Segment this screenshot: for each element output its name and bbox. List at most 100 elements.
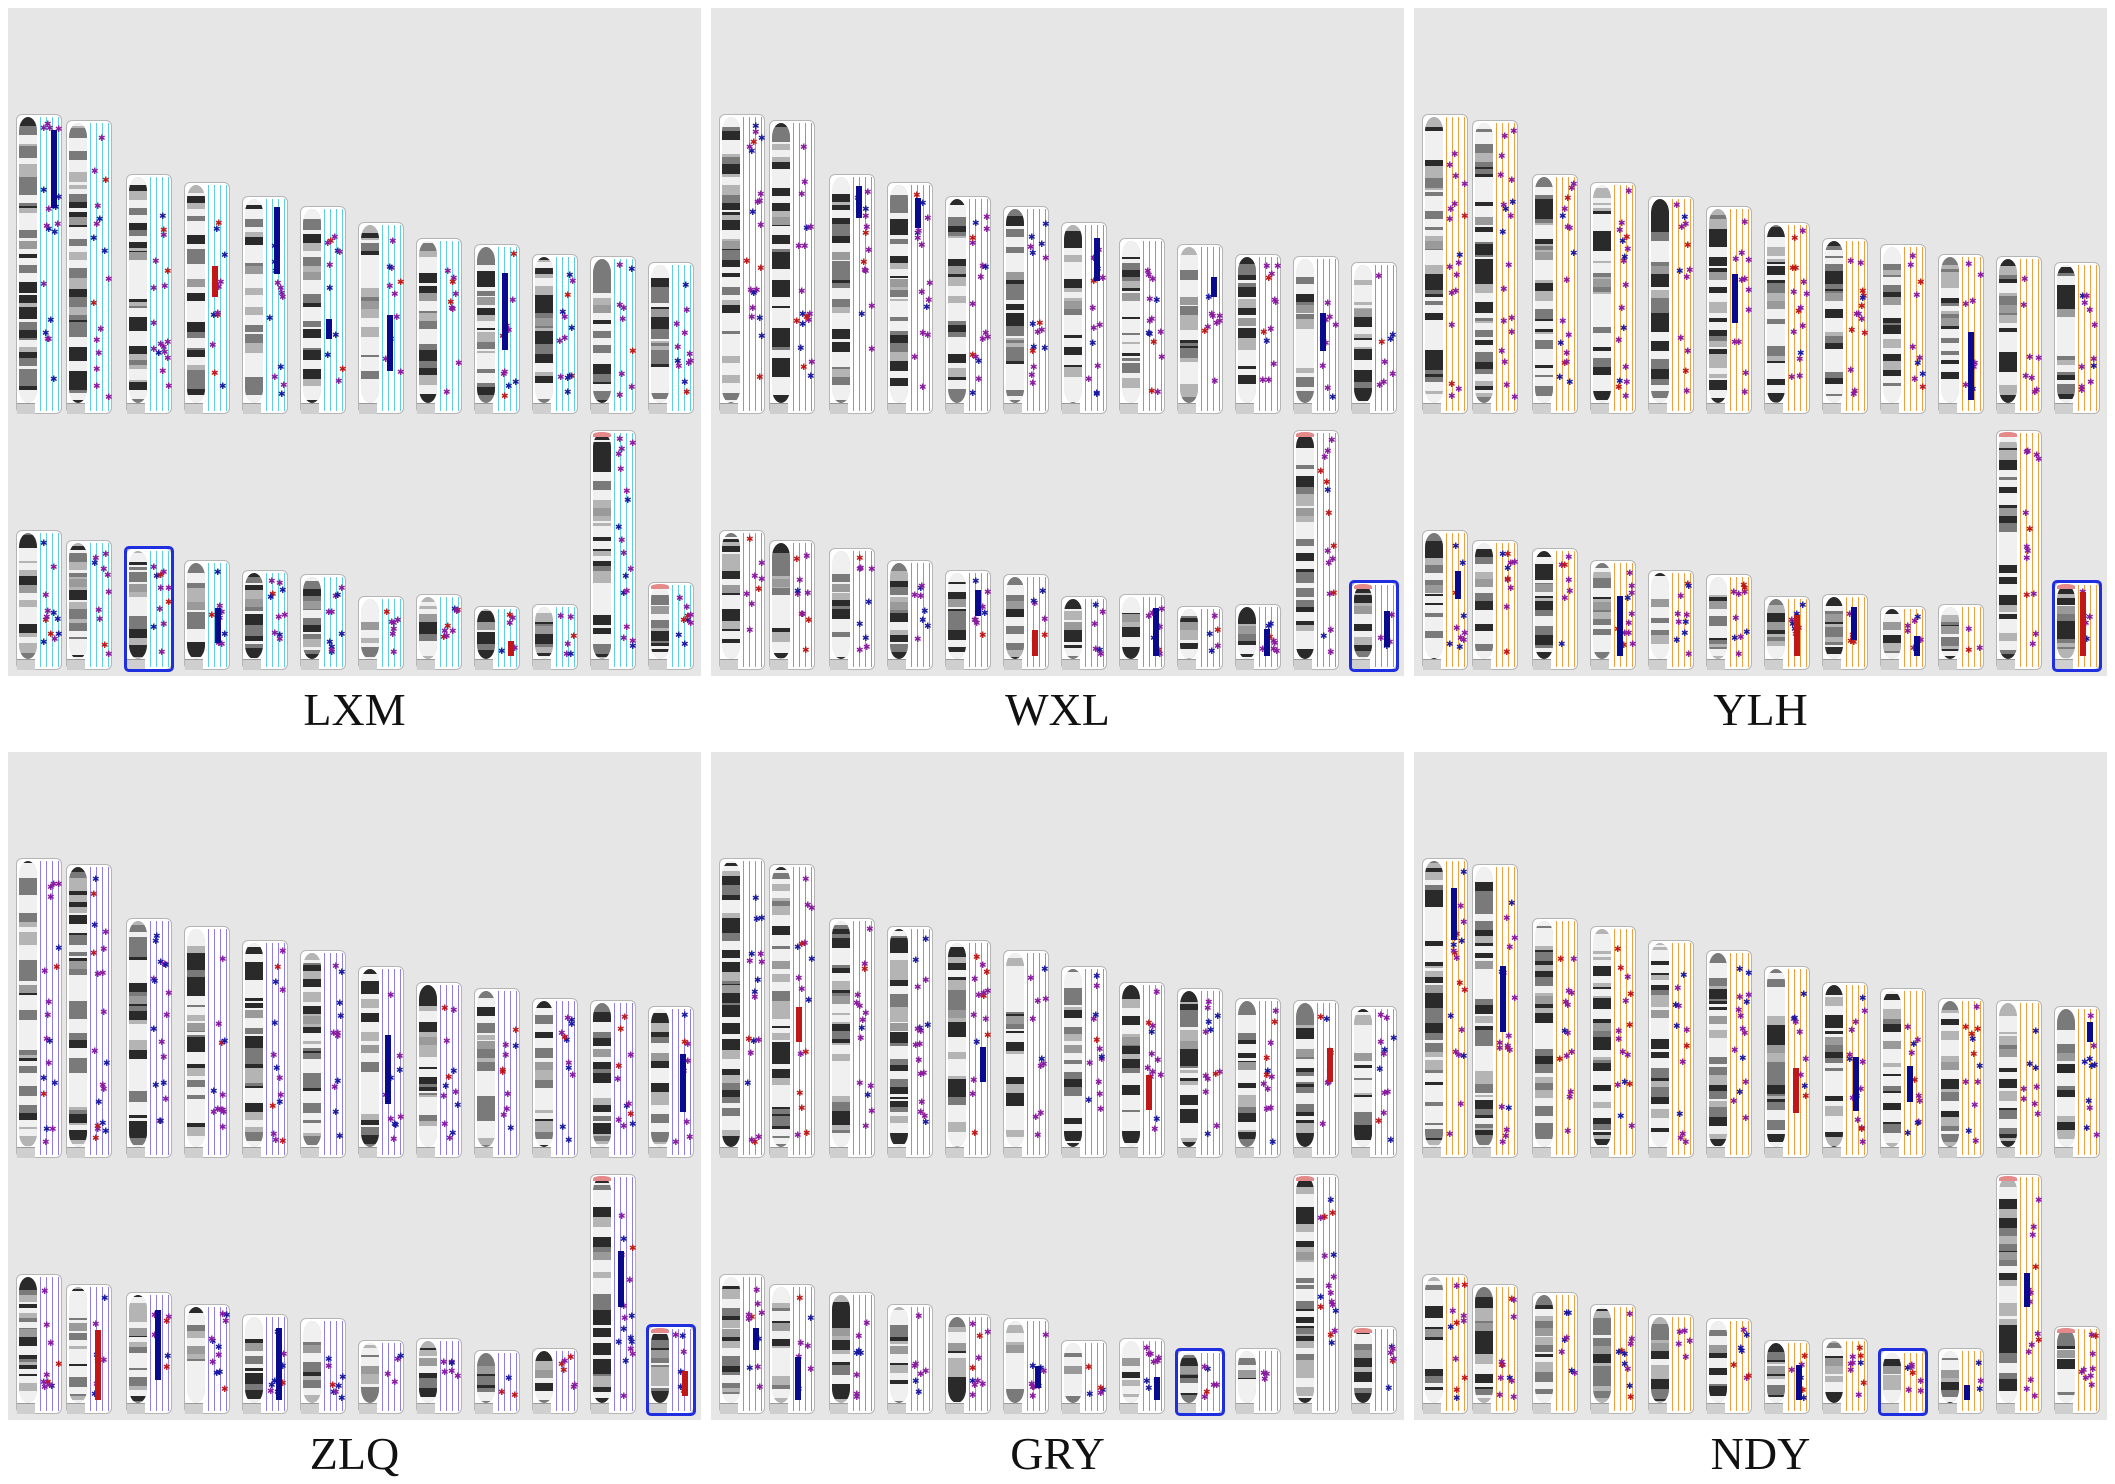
chromosome-top-11[interactable]: ✱ ✱ ✱ ✱ ✱ ✱ ✱ ✱ ✱ ✱ ✱	[590, 1000, 637, 1158]
chromosome-top-10[interactable]: ✱ ✱ ✱ ✱ ✱ ✱ ✱ ✱ ✱ ✱ ✱ ✱	[1235, 998, 1281, 1158]
chromosome-bottom-9[interactable]: ✱ ✱ ✱ ✱ ✱	[474, 606, 520, 670]
chromosome-bottom-4[interactable]: ✱✱✱✱✱✱✱✱✱✱✱	[184, 1304, 231, 1414]
chromosome-top-8[interactable]: ✱ ✱ ✱ ✱ ✱ ✱ ✱ ✱ ✱ ✱ ✱ ✱ ✱ ✱	[1822, 238, 1869, 414]
chromosome-bottom-7[interactable]: ✱ ✱ ✱ ✱ ✱ ✱	[1061, 596, 1107, 670]
chromosome-bottom-2[interactable]: ✱✱✱✱✱✱✱	[66, 1284, 112, 1414]
chromosome-bottom-9[interactable]: ✱✱✱✱✱✱	[1880, 606, 1926, 670]
chromosome-top-5[interactable]: ✱ ✱ ✱ ✱ ✱ ✱ ✱ ✱ ✱ ✱ ✱ ✱ ✱ ✱	[242, 940, 288, 1158]
chromosome-top-2[interactable]: ✱ ✱ ✱ ✱ ✱ ✱ ✱ ✱ ✱ ✱ ✱ ✱ ✱ ✱ ✱ ✱ ✱ ✱ ✱	[66, 864, 112, 1158]
chromosome-top-7[interactable]: ✱ ✱ ✱ ✱ ✱ ✱ ✱ ✱ ✱ ✱ ✱ ✱ ✱ ✱ ✱	[1764, 222, 1811, 414]
chromosome-bottom-3[interactable]: ✱✱✱✱✱✱✱	[126, 1292, 173, 1414]
chromosome-top-6[interactable]: ✱ ✱ ✱ ✱ ✱ ✱ ✱ ✱ ✱ ✱ ✱	[1003, 950, 1050, 1158]
chromosome-bottom-1[interactable]: ✱ ✱ ✱ ✱ ✱ ✱ ✱ ✱	[719, 530, 766, 670]
chromosome-bottom-2[interactable]: ✱ ✱ ✱ ✱ ✱ ✱ ✱ ✱ ✱ ✱	[1472, 540, 1519, 670]
chromosome-top-10[interactable]: ✱✱✱✱✱✱✱✱	[1938, 254, 1985, 414]
chromosome-bottom-1[interactable]: ✱✱✱✱✱✱✱✱✱✱	[16, 1274, 63, 1414]
chromosome-top-2[interactable]: ✱ ✱ ✱ ✱ ✱ ✱ ✱ ✱ ✱ ✱ ✱ ✱ ✱ ✱ ✱ ✱ ✱ ✱	[769, 120, 816, 414]
chromosome-top-3[interactable]: ✱ ✱ ✱ ✱ ✱ ✱ ✱ ✱ ✱ ✱ ✱ ✱ ✱ ✱ ✱	[829, 918, 876, 1158]
chromosome-top-5[interactable]: ✱✱✱✱✱✱✱✱✱✱✱✱	[1648, 196, 1694, 414]
chromosome-top-7[interactable]: ✱ ✱ ✱ ✱ ✱ ✱ ✱ ✱ ✱ ✱ ✱ ✱ ✱	[1061, 966, 1107, 1158]
chromosome-bottom-2[interactable]: ✱ ✱ ✱ ✱ ✱ ✱ ✱ ✱ ✱ ✱	[66, 540, 113, 670]
chromosome-bottom-10[interactable]: ✱ ✱ ✱	[1938, 604, 1984, 670]
chromosome-top-2[interactable]: ✱ ✱ ✱ ✱ ✱ ✱ ✱ ✱ ✱ ✱ ✱ ✱ ✱ ✱ ✱ ✱ ✱ ✱ ✱	[1472, 120, 1519, 414]
chromosome-bottom-6[interactable]: ✱ ✱ ✱ ✱ ✱ ✱ ✱ ✱ ✱ ✱	[300, 574, 346, 670]
chromosome-bottom-10[interactable]: ✱ ✱ ✱ ✱ ✱ ✱	[532, 604, 578, 670]
chromosome-bottom-7[interactable]: ✱✱✱✱✱✱✱	[358, 596, 404, 670]
chromosome-top-5[interactable]: ✱ ✱ ✱ ✱ ✱ ✱ ✱ ✱ ✱ ✱ ✱ ✱ ✱ ✱ ✱ ✱ ✱	[945, 196, 992, 414]
chromosome-top-11[interactable]: ✱ ✱ ✱ ✱ ✱ ✱ ✱ ✱	[1996, 256, 2043, 414]
chromosome-top-1[interactable]: ✱ ✱ ✱ ✱ ✱ ✱ ✱ ✱ ✱ ✱ ✱ ✱ ✱ ✱ ✱ ✱ ✱ ✱ ✱ ✱ ✱	[719, 114, 766, 414]
chromosome-bottom-5[interactable]: ✱ ✱ ✱ ✱ ✱ ✱ ✱ ✱ ✱ ✱	[242, 570, 289, 670]
chromosome-bottom-8[interactable]: ✱✱✱✱✱✱✱✱	[1119, 594, 1166, 670]
chromosome-top-12[interactable]: ✱ ✱ ✱ ✱ ✱ ✱ ✱ ✱ ✱ ✱ ✱	[2054, 262, 2100, 414]
chromosome-top-4[interactable]: ✱ ✱ ✱ ✱ ✱ ✱ ✱ ✱ ✱ ✱ ✱ ✱ ✱ ✱ ✱ ✱ ✱	[1590, 182, 1636, 414]
chromosome-top-10[interactable]: ✱ ✱ ✱ ✱ ✱ ✱ ✱ ✱ ✱ ✱ ✱ ✱ ✱	[532, 254, 578, 414]
chromosome-bottom-4[interactable]: ✱✱✱✱✱✱✱✱✱✱✱	[1590, 560, 1637, 670]
chromosome-bottom-5[interactable]: ✱✱✱✱✱✱✱✱	[242, 1314, 288, 1414]
chromosome-bottom-6[interactable]: ✱✱✱✱✱✱	[1003, 574, 1049, 670]
chromosome-bottom-8[interactable]: ✱✱✱✱✱✱✱✱	[416, 594, 462, 670]
chromosome-bottom-3[interactable]: ✱✱✱✱✱✱✱	[1532, 548, 1578, 670]
chromosome-bottom-11[interactable]: ✱ ✱ ✱ ✱ ✱ ✱ ✱ ✱ ✱ ✱ ✱ ✱ ✱	[1996, 430, 2043, 670]
chromosome-top-2[interactable]: ✱ ✱ ✱ ✱ ✱ ✱ ✱ ✱ ✱ ✱ ✱ ✱ ✱ ✱ ✱ ✱	[66, 120, 113, 414]
chromosome-top-8[interactable]: ✱✱✱✱✱✱✱✱✱✱✱✱	[1119, 982, 1165, 1158]
chromosome-top-6[interactable]: ✱ ✱ ✱ ✱ ✱ ✱ ✱ ✱ ✱ ✱ ✱ ✱ ✱ ✱ ✱ ✱	[1003, 206, 1050, 414]
chromosome-top-9[interactable]: ✱ ✱ ✱ ✱ ✱ ✱ ✱ ✱ ✱ ✱ ✱ ✱ ✱	[1177, 988, 1224, 1158]
chromosome-top-1[interactable]: ✱ ✱ ✱ ✱ ✱ ✱ ✱ ✱ ✱ ✱ ✱ ✱ ✱ ✱ ✱ ✱ ✱ ✱	[1422, 114, 1469, 414]
chromosome-bottom-12[interactable]: ✱ ✱ ✱ ✱ ✱ ✱ ✱ ✱ ✱	[648, 582, 695, 670]
chromosome-top-9[interactable]: ✱✱✱✱✱✱✱✱✱✱	[474, 244, 520, 414]
chromosome-bottom-9[interactable]: ✱ ✱ ✱ ✱ ✱	[1177, 606, 1223, 670]
chromosome-top-12[interactable]: ✱ ✱ ✱ ✱ ✱ ✱ ✱ ✱ ✱ ✱ ✱ ✱	[648, 262, 695, 414]
chromosome-bottom-10[interactable]: ✱✱✱✱✱✱✱✱	[1235, 604, 1281, 670]
chromosome-bottom-1[interactable]: ✱ ✱ ✱ ✱ ✱ ✱ ✱ ✱ ✱ ✱ ✱ ✱	[16, 530, 63, 670]
chromosome-top-5[interactable]: ✱✱✱✱✱✱✱✱✱✱✱✱✱✱✱✱	[945, 940, 992, 1158]
chromosome-top-6[interactable]: ✱ ✱ ✱ ✱ ✱ ✱ ✱ ✱ ✱ ✱ ✱	[300, 206, 347, 414]
chromosome-top-7[interactable]: ✱✱✱✱✱✱✱✱✱✱✱	[358, 966, 405, 1158]
chromosome-top-8[interactable]: ✱✱✱✱✱✱✱✱✱✱✱✱	[416, 982, 462, 1158]
chromosome-bottom-10[interactable]: ✱ ✱ ✱ ✱ ✱ ✱	[532, 1348, 579, 1414]
chromosome-top-11[interactable]: ✱✱✱✱✱✱✱✱✱	[1293, 1000, 1339, 1158]
chromosome-top-3[interactable]: ✱ ✱ ✱ ✱ ✱ ✱ ✱ ✱ ✱ ✱ ✱ ✱ ✱ ✱ ✱ ✱ ✱	[126, 918, 173, 1158]
chromosome-bottom-11[interactable]: ✱✱✱✱✱✱✱✱✱✱✱✱✱✱✱✱	[1293, 430, 1339, 670]
chromosome-top-4[interactable]: ✱✱✱✱✱✱✱✱✱✱✱✱	[184, 926, 230, 1158]
chromosome-top-3[interactable]: ✱ ✱ ✱ ✱ ✱ ✱ ✱ ✱ ✱ ✱ ✱ ✱ ✱ ✱ ✱ ✱ ✱	[126, 174, 173, 414]
chromosome-bottom-6[interactable]: ✱ ✱ ✱ ✱ ✱ ✱ ✱ ✱ ✱ ✱	[1706, 574, 1752, 670]
chromosome-top-4[interactable]: ✱✱✱✱✱✱✱✱✱✱✱✱	[184, 182, 230, 414]
chromosome-bottom-6[interactable]: ✱ ✱ ✱ ✱ ✱ ✱ ✱ ✱	[300, 1318, 347, 1414]
chromosome-bottom-9[interactable]: ✱ ✱ ✱	[474, 1350, 520, 1414]
chromosome-top-12[interactable]: ✱ ✱ ✱ ✱ ✱ ✱ ✱ ✱ ✱ ✱ ✱ ✱	[1351, 1006, 1398, 1158]
chromosome-top-8[interactable]: ✱ ✱ ✱ ✱ ✱ ✱ ✱ ✱ ✱	[416, 238, 463, 414]
chromosome-bottom-3[interactable]: ✱ ✱ ✱ ✱ ✱ ✱ ✱ ✱ ✱	[829, 548, 876, 670]
chromosome-bottom-5[interactable]: ✱✱✱✱✱✱✱✱✱	[945, 570, 992, 670]
chromosome-top-10[interactable]: ✱ ✱ ✱ ✱ ✱ ✱ ✱ ✱ ✱ ✱ ✱ ✱	[1235, 254, 1282, 414]
chromosome-bottom-7[interactable]: ✱✱✱✱✱✱✱	[1764, 596, 1810, 670]
chromosome-top-6[interactable]: ✱ ✱ ✱ ✱ ✱ ✱ ✱ ✱ ✱ ✱ ✱ ✱	[1706, 206, 1753, 414]
chromosome-bottom-8[interactable]: ✱✱✱✱	[1822, 594, 1868, 670]
chromosome-bottom-2[interactable]: ✱ ✱ ✱ ✱ ✱ ✱ ✱ ✱ ✱ ✱	[769, 540, 815, 670]
chromosome-top-4[interactable]: ✱ ✱ ✱ ✱ ✱ ✱ ✱ ✱ ✱ ✱ ✱ ✱ ✱ ✱ ✱	[887, 182, 934, 414]
chromosome-bottom-7[interactable]: ✱ ✱ ✱ ✱	[358, 1340, 405, 1414]
chromosome-top-10[interactable]: ✱ ✱ ✱ ✱ ✱ ✱ ✱ ✱ ✱ ✱ ✱	[532, 998, 578, 1158]
chromosome-bottom-11[interactable]: ✱✱✱✱✱✱✱✱✱✱✱✱✱✱✱✱	[590, 1174, 637, 1414]
chromosome-top-1[interactable]: ✱ ✱ ✱ ✱ ✱ ✱ ✱ ✱ ✱ ✱ ✱ ✱ ✱ ✱ ✱ ✱ ✱ ✱	[719, 858, 766, 1158]
chromosome-bottom-1[interactable]: ✱✱✱✱✱✱✱✱✱✱	[1422, 530, 1469, 670]
chromosome-bottom-12[interactable]: ✱✱✱✱	[1351, 582, 1397, 670]
chromosome-top-9[interactable]: ✱ ✱ ✱ ✱ ✱ ✱ ✱ ✱ ✱	[1177, 244, 1224, 414]
chromosome-top-9[interactable]: ✱✱✱✱✱✱✱✱✱✱	[1880, 244, 1927, 414]
chromosome-top-12[interactable]: ✱✱✱✱✱✱✱✱	[648, 1006, 694, 1158]
chromosome-bottom-11[interactable]: ✱ ✱ ✱ ✱ ✱ ✱ ✱ ✱ ✱ ✱ ✱ ✱ ✱ ✱ ✱ ✱ ✱ ✱	[590, 430, 637, 670]
chromosome-top-9[interactable]: ✱✱✱✱✱✱✱✱✱✱	[474, 988, 520, 1158]
chromosome-top-11[interactable]: ✱✱✱✱✱✱✱✱✱	[590, 256, 637, 414]
chromosome-top-7[interactable]: ✱✱✱✱✱✱✱✱✱✱	[358, 222, 405, 414]
chromosome-top-11[interactable]: ✱✱✱✱✱✱✱✱✱	[1293, 256, 1340, 414]
chromosome-top-7[interactable]: ✱✱✱✱✱✱✱✱✱✱✱✱✱✱	[1061, 222, 1107, 414]
chromosome-top-1[interactable]: ✱ ✱ ✱ ✱ ✱ ✱ ✱ ✱ ✱ ✱ ✱ ✱ ✱ ✱ ✱ ✱ ✱ ✱	[16, 858, 63, 1158]
chromosome-top-6[interactable]: ✱ ✱ ✱ ✱ ✱ ✱ ✱ ✱ ✱ ✱ ✱	[300, 950, 346, 1158]
chromosome-top-1[interactable]: ✱ ✱ ✱ ✱ ✱ ✱ ✱ ✱ ✱ ✱ ✱ ✱ ✱ ✱ ✱ ✱ ✱ ✱	[16, 114, 63, 414]
chromosome-top-3[interactable]: ✱✱✱✱✱✱✱✱✱✱✱✱✱	[829, 174, 876, 414]
chromosome-bottom-5[interactable]: ✱ ✱ ✱ ✱ ✱ ✱ ✱ ✱ ✱ ✱	[1648, 570, 1694, 670]
chromosome-top-2[interactable]: ✱ ✱ ✱ ✱ ✱ ✱ ✱ ✱ ✱ ✱ ✱ ✱ ✱ ✱ ✱ ✱	[769, 864, 816, 1158]
chromosome-bottom-4[interactable]: ✱✱✱✱✱✱✱✱	[887, 560, 933, 670]
chromosome-top-3[interactable]: ✱ ✱ ✱ ✱ ✱ ✱ ✱ ✱ ✱ ✱ ✱ ✱ ✱ ✱ ✱ ✱ ✱	[1532, 174, 1578, 414]
chromosome-top-12[interactable]: ✱✱✱✱✱✱✱✱	[1351, 262, 1397, 414]
